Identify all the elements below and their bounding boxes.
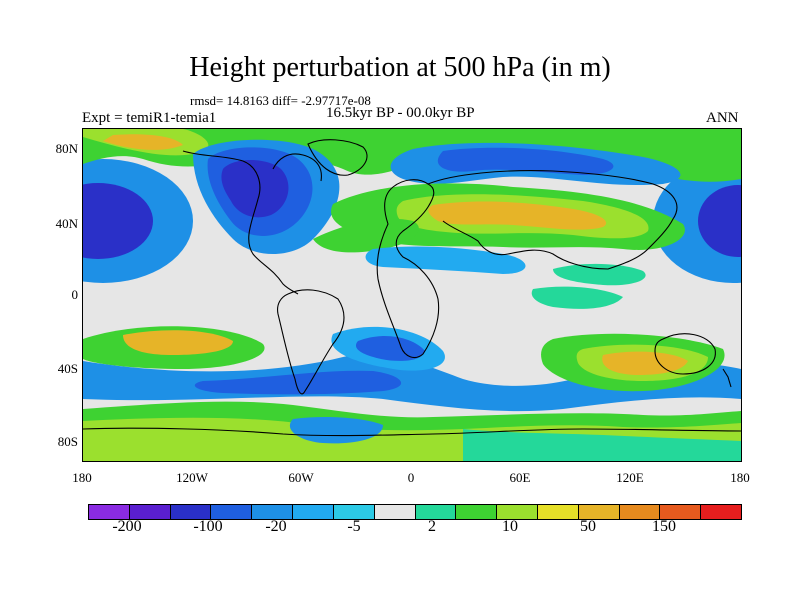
- colorbar-cell: [293, 505, 334, 519]
- map-panel: [82, 128, 742, 462]
- colorbar-cell: [170, 505, 212, 519]
- colorbar-cell: [537, 505, 579, 519]
- colorbar: [88, 504, 742, 520]
- lon-label-120e: 120E: [616, 470, 644, 485]
- antarctic-blue-patch: [289, 417, 383, 444]
- n-pacific-east-low-inner: [83, 183, 153, 259]
- colorbar-label: 10: [502, 518, 518, 535]
- north-america-coast: [182, 150, 322, 295]
- period-label: 16.5kyr BP - 00.0kyr BP: [326, 105, 475, 121]
- arctic-yellow-patch: [103, 134, 183, 150]
- colorbar-label: -100: [193, 518, 223, 535]
- lon-label-0: 0: [407, 470, 415, 485]
- n-pacific-west-low-inner: [698, 185, 741, 257]
- colorbar-cell: [333, 505, 375, 519]
- colorbar-label: 50: [580, 518, 596, 535]
- colorbar-cell: [497, 505, 538, 519]
- southern-blue-band: [83, 354, 741, 412]
- lat-label-0: 0: [71, 287, 79, 302]
- subtropic-blue-band: [365, 246, 526, 274]
- s-pacific-ridge-core: [123, 330, 233, 355]
- lon-label-120w: 120W: [176, 470, 208, 485]
- asia-coast: [427, 170, 678, 270]
- tropical-teal-patch-2: [531, 286, 623, 309]
- lat-label-40n: 40N: [55, 216, 78, 231]
- lon-label-60e: 60E: [509, 470, 531, 485]
- colorbar-label: -200: [112, 518, 142, 535]
- colorbar-cell: [89, 505, 130, 519]
- experiment-label: Expt = temiR1-temia1: [82, 110, 217, 126]
- atlantic-ridge: [313, 218, 419, 253]
- colorbar-cell: [701, 505, 741, 519]
- colorbar-cell: [374, 505, 416, 519]
- antarctica-coast: [83, 427, 741, 437]
- siberia-low-core: [437, 147, 614, 175]
- colorbar-label: 150: [652, 518, 676, 535]
- colorbar-cell: [619, 505, 661, 519]
- colorbar-cell: [211, 505, 253, 519]
- colorbar-cell: [456, 505, 498, 519]
- europe-africa-coast: [376, 179, 440, 359]
- south-america-coast: [277, 289, 345, 395]
- lon-label-180e: 180: [730, 470, 750, 485]
- tropical-teal-patch: [553, 263, 646, 286]
- colorbar-cell: [578, 505, 620, 519]
- lat-label-40s: 40S: [57, 361, 78, 376]
- map-canvas: [83, 129, 741, 461]
- north-america-low-core: [221, 160, 289, 218]
- atlantic-south-low-core: [355, 336, 425, 361]
- antarctic-teal-band: [463, 429, 741, 461]
- southern-blue-core: [194, 370, 402, 395]
- colorbar-cell: [129, 505, 171, 519]
- australia-coast: [654, 333, 716, 375]
- colorbar-label: -20: [265, 518, 287, 535]
- lon-label-60w: 60W: [288, 470, 314, 485]
- colorbar-cell: [660, 505, 702, 519]
- colorbar-cell: [415, 505, 457, 519]
- coastlines: [83, 139, 741, 437]
- season-label: ANN: [706, 110, 739, 126]
- lat-label-80s: 80S: [57, 434, 78, 449]
- plot-title: Height perturbation at 500 hPa (in m): [189, 52, 611, 83]
- colorbar-cell: [252, 505, 294, 519]
- lon-label-180w: 180: [72, 470, 92, 485]
- lat-label-80n: 80N: [55, 141, 78, 156]
- colorbar-label: 2: [428, 518, 436, 535]
- colorbar-label: -5: [347, 518, 361, 535]
- greenland-coast: [307, 139, 368, 176]
- eurasia-ridge-core: [428, 201, 607, 230]
- new-zealand-coast: [722, 368, 732, 388]
- stats-label: rmsd= 14.8163 diff= -2.97717e-08: [190, 93, 371, 108]
